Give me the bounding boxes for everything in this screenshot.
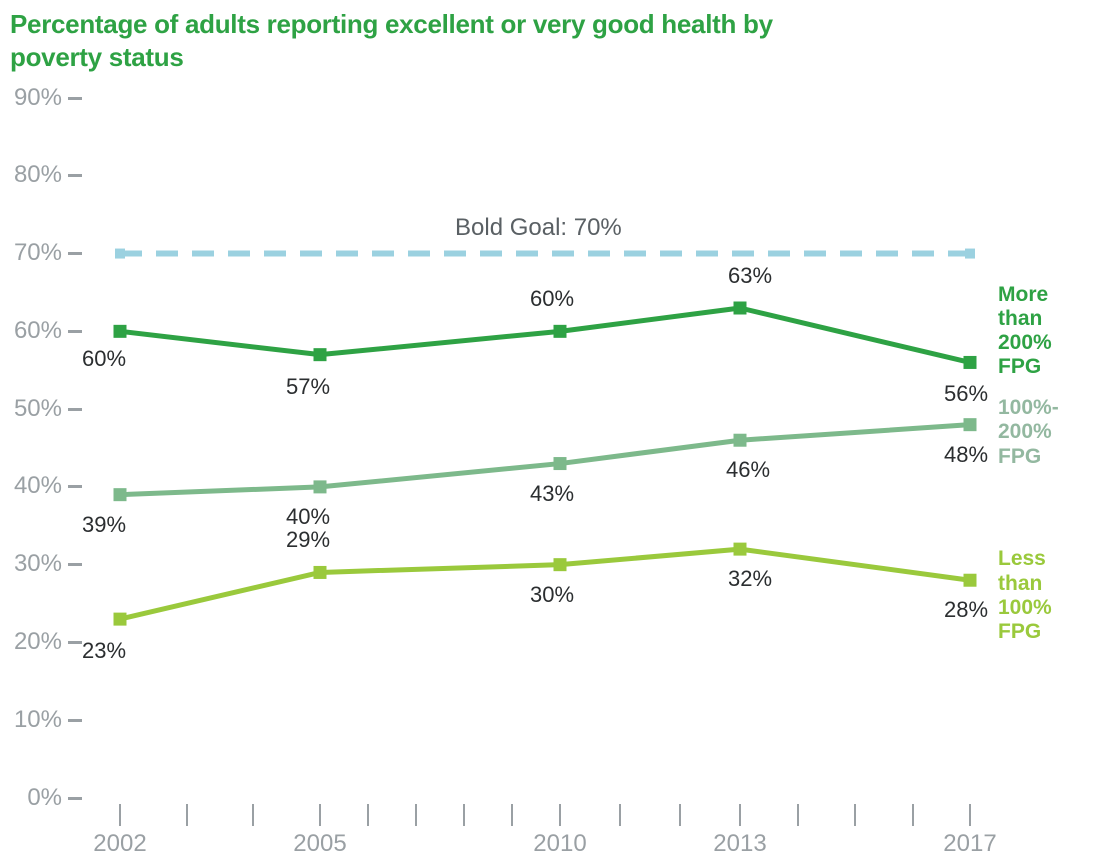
x-major-tick — [559, 804, 561, 826]
x-minor-tick — [367, 804, 369, 826]
data-label: 46% — [726, 457, 770, 483]
data-label: 60% — [82, 346, 126, 372]
series-marker-mid_100_200 — [734, 434, 747, 447]
y-tick-mark — [68, 330, 82, 333]
x-minor-tick — [912, 804, 914, 826]
x-minor-tick — [186, 804, 188, 826]
series-marker-more_200 — [734, 302, 747, 315]
y-tick-mark — [68, 252, 82, 255]
y-tick-mark — [68, 408, 82, 411]
y-tick-label: 20% — [2, 628, 62, 656]
x-minor-tick — [463, 804, 465, 826]
x-major-tick — [969, 804, 971, 826]
y-tick-label: 50% — [2, 395, 62, 423]
x-minor-tick — [619, 804, 621, 826]
x-minor-tick — [511, 804, 513, 826]
x-major-tick — [739, 804, 741, 826]
x-minor-tick — [797, 804, 799, 826]
y-tick-mark — [68, 563, 82, 566]
x-minor-tick — [854, 804, 856, 826]
series-marker-less_100 — [114, 613, 127, 626]
series-marker-more_200 — [114, 325, 127, 338]
goal-label: Bold Goal: 70% — [455, 214, 622, 242]
x-minor-tick — [679, 804, 681, 826]
series-marker-more_200 — [314, 348, 327, 361]
y-tick-mark — [68, 174, 82, 177]
series-marker-mid_100_200 — [314, 480, 327, 493]
series-marker-more_200 — [964, 356, 977, 369]
x-major-tick — [119, 804, 121, 826]
data-label: 48% — [944, 442, 988, 468]
series-marker-mid_100_200 — [554, 457, 567, 470]
y-tick-label: 40% — [2, 472, 62, 500]
series-marker-less_100 — [734, 543, 747, 556]
data-label: 60% — [530, 286, 574, 312]
y-tick-label: 70% — [2, 239, 62, 267]
series-marker-less_100 — [554, 558, 567, 571]
series-line-more_200 — [120, 308, 970, 362]
y-tick-label: 0% — [2, 784, 62, 812]
data-label: 32% — [728, 566, 772, 592]
y-tick-mark — [68, 719, 82, 722]
series-label-more_200: Morethan200%FPG — [998, 283, 1052, 380]
data-label: 30% — [530, 582, 574, 608]
x-minor-tick — [415, 804, 417, 826]
y-tick-mark — [68, 797, 82, 800]
line-chart: 0% 10% 20% 30% 40% 50% 60% 70% 80% 90% 2002 2005 201… — [0, 0, 1112, 860]
data-label: 57% — [286, 374, 330, 400]
series-label-mid_100_200: 100%-200%FPG — [998, 396, 1059, 468]
data-label: 43% — [530, 481, 574, 507]
data-label: 56% — [944, 381, 988, 407]
x-major-tick — [319, 804, 321, 826]
y-tick-mark — [68, 485, 82, 488]
goal-marker — [965, 249, 975, 259]
data-label: 28% — [944, 597, 988, 623]
data-label: 29% — [286, 527, 330, 553]
y-tick-label: 30% — [2, 550, 62, 578]
x-tick-label: 2013 — [700, 830, 780, 858]
data-label: 39% — [82, 512, 126, 538]
x-tick-label: 2017 — [930, 830, 1010, 858]
x-tick-label: 2010 — [520, 830, 600, 858]
series-marker-mid_100_200 — [114, 488, 127, 501]
series-marker-more_200 — [554, 325, 567, 338]
series-marker-less_100 — [964, 574, 977, 587]
chart-svg — [0, 0, 1112, 860]
y-tick-label: 60% — [2, 317, 62, 345]
x-minor-tick — [252, 804, 254, 826]
y-tick-mark — [68, 97, 82, 100]
y-tick-mark — [68, 641, 82, 644]
goal-marker — [115, 249, 125, 259]
x-tick-label: 2002 — [80, 830, 160, 858]
y-tick-label: 80% — [2, 161, 62, 189]
data-label: 40% — [286, 504, 330, 530]
y-tick-label: 10% — [2, 706, 62, 734]
data-label: 23% — [82, 638, 126, 664]
series-marker-mid_100_200 — [964, 418, 977, 431]
data-label: 63% — [728, 263, 772, 289]
y-tick-label: 90% — [2, 84, 62, 112]
x-tick-label: 2005 — [280, 830, 360, 858]
series-marker-less_100 — [314, 566, 327, 579]
series-label-less_100: Lessthan100%FPG — [998, 547, 1052, 644]
